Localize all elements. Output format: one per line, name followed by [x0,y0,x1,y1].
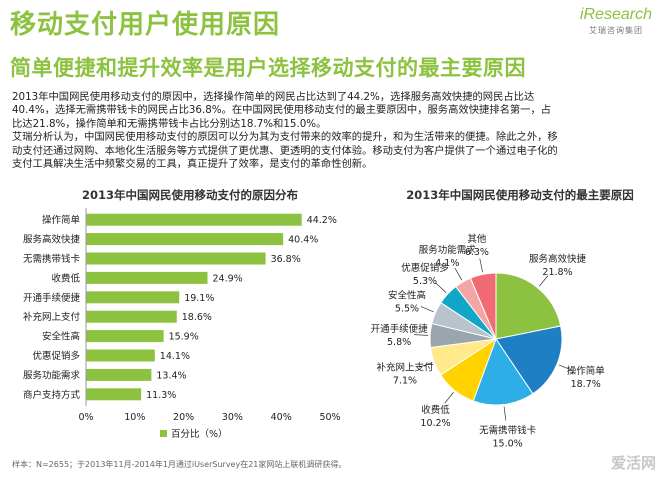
bar [86,291,180,304]
pie-leader-line [435,282,447,293]
bar-value-label: 24.9% [213,273,243,284]
bar-category-label: 服务功能需求 [23,369,81,381]
bar [86,349,155,362]
bar-value-label: 15.9% [169,332,199,343]
pie-slice-label: 收费低 [421,404,450,416]
pie-slice-label: 优惠促销多 [401,262,449,274]
pie-slice [469,272,497,340]
pie-leader-line [414,334,429,336]
bar-value-label: 44.2% [307,215,337,226]
summary-line: 动支付还通过网购、本地化生活服务等方式提供了更优惠、更透明的支付体验。移动支付为… [12,144,558,157]
x-tick-label: 0% [78,412,93,423]
pie-slice-label: 操作简单 [567,365,606,377]
page-title: 移动支付用户使用原因 [10,10,281,40]
bar-value-label: 13.4% [156,370,186,381]
pie-slice-value: 5.8% [387,337,411,348]
bar [86,330,164,343]
x-tick-label: 20% [173,412,194,423]
pie-leader-line [503,406,507,421]
pie-slice-label: 服务高效快捷 [529,253,587,265]
bar-value-label: 11.3% [146,390,176,401]
pie-slice [495,325,563,395]
bar-chart-title: 2013年中国网民使用移动支付的原因分布 [81,188,298,202]
summary-line: 40.4%，选择无需携带钱卡的网民占比36.8%。在中国网民使用移动支付的最主要… [12,104,552,117]
pie-slice-value: 21.8% [542,267,572,278]
pie-slice-value: 18.7% [571,379,601,390]
pie-slice-label: 其他 [467,233,487,245]
bar-value-label: 14.1% [160,351,190,362]
bar-value-label: 19.1% [184,293,214,304]
summary-line: 支付工具解决生活中频繁交易的工具，真正提升了效率，是支付的革命性创新。 [12,158,373,171]
bar-value-label: 40.4% [288,235,318,246]
bar-category-label: 开通手续便捷 [23,292,81,304]
summary-line: 2013年中国网民使用移动支付的原因中，选择操作简单的网民占比达到了44.2%，… [12,91,535,103]
bar [86,252,266,265]
legend-label: 百分比（%） [171,428,228,440]
bar-category-label: 补充网上支付 [23,311,81,323]
summary-text: 2013年中国网民使用移动支付的原因中，选择操作简单的网民占比达到了44.2%，… [12,91,656,171]
bar-category-label: 操作简单 [42,214,81,226]
bar-category-label: 无需携带钱卡 [23,253,81,265]
x-tick-label: 30% [222,412,243,423]
pie-slice-value: 4.1% [435,258,459,269]
bar [86,271,208,284]
bar-value-label: 18.6% [182,312,212,323]
bar [86,388,142,401]
bar-category-label: 收费低 [51,272,80,284]
page-subtitle: 简单便捷和提升效率是用户选择移动支付的最主要原因 [10,56,526,80]
watermark: 爱活网 [610,454,656,472]
pie-leader-line [479,258,483,273]
pie-slice-label: 补充网上支付 [376,362,434,374]
pie-slice-value: 6.3% [465,247,489,258]
pie-slice-label: 服务功能需求 [419,244,477,256]
summary-line: 比达21.8%，操作简单和无需携带钱卡占比分别达18.7%和15.0%。 [12,117,327,130]
pie-slice-label: 安全性高 [388,289,426,301]
pie-slice-value: 5.3% [413,276,437,287]
summary-line: 艾瑞分析认为，中国网民使用移动支付的原因可以分为其为支付带来的效率的提升，和为生… [12,131,558,144]
bar [86,310,177,323]
bar-category-label: 安全性高 [42,331,80,343]
pie-slice-value: 10.2% [420,418,450,429]
pie-slice-label: 无需携带钱卡 [479,424,537,436]
pie-slice-value: 5.5% [395,303,419,314]
bar-value-label: 36.8% [271,254,301,265]
pie-slice [472,337,534,406]
pie-leader-line [444,391,454,404]
bar [86,368,152,381]
pie-slice-value: 7.1% [393,376,417,387]
pie-leader-line [420,306,434,313]
bar-category-label: 优惠促销多 [32,350,80,362]
iresearch-logo: iResearch 艾瑞咨询集团 [580,6,652,36]
pie-leader-line [454,267,463,281]
bar-category-label: 服务高效快捷 [23,234,81,246]
legend-swatch [160,430,167,437]
pie-slice [495,272,562,340]
bar-category-label: 商户支持方式 [23,389,81,401]
x-tick-label: 40% [271,412,292,423]
pie-slice-value: 15.0% [493,438,523,449]
x-tick-label: 10% [124,412,145,423]
logo-tagline: 艾瑞咨询集团 [588,26,643,35]
pie-slice-label: 开通手续便捷 [371,323,429,335]
bar [86,233,284,246]
pie-leader-line [538,275,549,287]
sample-note: 样本：N=2655；于2013年11月-2014年1月通过iUserSurvey… [12,460,347,469]
pie-chart-title: 2013年中国网民使用移动支付的最主要原因 [406,188,634,202]
pie-leader-line [558,364,572,371]
x-tick-label: 50% [319,412,340,423]
bar [86,213,302,226]
pie-leader-line [418,362,433,368]
logo-name: iResearch [579,6,652,23]
